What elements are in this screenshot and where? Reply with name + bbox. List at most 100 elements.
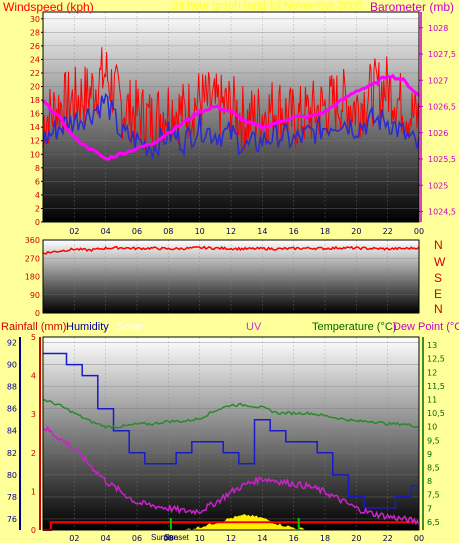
wind-ytick-label: 10	[30, 150, 40, 159]
wind-ytick-label: 18	[30, 96, 40, 105]
barometer-axis-label: Barometer (mb)	[370, 0, 455, 14]
plot1-frame	[42, 11, 420, 223]
wind-ytick-label: 6	[35, 177, 40, 186]
wind-ytick-label: 8	[35, 164, 40, 173]
direction-ytick-label: 0	[35, 309, 40, 318]
humidity-ytick-label: 86	[7, 405, 17, 414]
temperature-ytick-label: 7,5	[427, 491, 440, 500]
temperature-ytick-label: 6,5	[427, 518, 440, 527]
time-xtick-label: 20	[351, 534, 361, 543]
humidity-ytick-label: 76	[7, 515, 17, 524]
direction-ytick-label: 270	[25, 254, 40, 263]
time-xtick-label: 14	[257, 534, 267, 543]
rain-ytick-label: 2	[31, 449, 36, 458]
temperature-ytick-label: 12,5	[427, 355, 445, 364]
barometer-ytick-label: 1025	[428, 181, 448, 190]
time-xtick-label: 00	[414, 534, 424, 543]
sunrise-marker-label: Sunrise	[151, 533, 179, 542]
sunset-marker-label: Sunset	[164, 533, 189, 542]
temperature-ytick-label: 10,5	[427, 409, 445, 418]
barometer-ytick-label: 1024,5	[428, 208, 456, 217]
barometer-ytick-label: 1027	[428, 76, 448, 85]
compass-e: E	[434, 287, 443, 301]
wind-ytick-label: 4	[35, 191, 40, 200]
humidity-ytick-label: 88	[7, 383, 17, 392]
time-xtick-label: 10	[195, 227, 205, 236]
temperature-line	[42, 399, 419, 430]
humidity-ytick-label: 80	[7, 471, 17, 480]
humidity-axis-label: Humidity	[66, 321, 109, 333]
compass-w: W	[434, 255, 446, 269]
humidity-ytick-label: 90	[7, 361, 17, 370]
barometer-ytick-label: 1026	[428, 129, 448, 138]
plot3-frame	[42, 336, 420, 531]
time-xtick-label: 04	[101, 534, 111, 543]
time-xtick-label: 22	[383, 227, 393, 236]
wind-ytick-label: 16	[30, 110, 40, 119]
time-xtick-label: 06	[132, 227, 142, 236]
time-xtick-label: 22	[383, 534, 393, 543]
wind-average-line	[42, 92, 420, 159]
wind-ytick-label: 20	[30, 83, 40, 92]
plot2-frame	[42, 239, 420, 314]
time-xtick-label: 16	[289, 534, 299, 543]
barometer-line	[41, 73, 421, 162]
time-xtick-label: 10	[195, 534, 205, 543]
rain-ytick-label: 5	[31, 333, 36, 342]
temperature-axis-label: Temperature (°C)	[312, 321, 397, 333]
uv-axis-label: UV	[246, 321, 262, 333]
temperature-ytick-label: 8,5	[427, 463, 440, 472]
wind-ytick-label: 22	[30, 69, 40, 78]
time-xtick-label: 08	[163, 227, 173, 236]
time-xtick-label: 02	[69, 227, 79, 236]
compass-s: S	[434, 271, 443, 285]
wind-ytick-label: 26	[30, 42, 40, 51]
humidity-ytick-label: 78	[7, 493, 17, 502]
dewpoint-line	[42, 425, 420, 526]
temperature-ytick-label: 11	[427, 396, 437, 405]
barometer-ytick-label: 1027,5	[428, 50, 456, 59]
direction-ytick-label: 180	[25, 273, 40, 282]
direction-ytick-label: 90	[30, 291, 40, 300]
wind-ytick-label: 2	[35, 204, 40, 213]
temperature-ytick-label: 10	[427, 423, 437, 432]
windspeed-axis-label: Windspeed (kph)	[3, 0, 94, 14]
rain-ytick-label: 4	[31, 372, 36, 381]
humidity-ytick-label: 92	[7, 339, 17, 348]
wind-ytick-label: 30	[30, 15, 40, 24]
time-xtick-label: 12	[226, 534, 236, 543]
wind-ytick-label: 28	[30, 28, 40, 37]
time-xtick-label: 18	[320, 227, 330, 236]
rain-ytick-label: 1	[31, 487, 36, 496]
barometer-ytick-label: 1028	[428, 24, 448, 33]
wind-ytick-label: 12	[30, 137, 40, 146]
rain-ytick-label: 0	[31, 526, 36, 535]
temperature-ytick-label: 8	[427, 477, 432, 486]
rain-ytick-label: 3	[31, 410, 36, 419]
solar-axis-label: Solar	[117, 321, 143, 333]
dewpoint-axis-label: Dew Point (°C)	[393, 321, 459, 333]
temperature-ytick-label: 9	[427, 450, 432, 459]
time-xtick-label: 16	[289, 227, 299, 236]
wind-ytick-label: 14	[30, 123, 40, 132]
temperature-ytick-label: 9,5	[427, 436, 440, 445]
humidity-ytick-label: 82	[7, 449, 17, 458]
time-xtick-label: 08	[163, 534, 173, 543]
temperature-ytick-label: 13	[427, 341, 437, 350]
compass-n-bottom: N	[434, 302, 443, 316]
temperature-ytick-label: 12	[427, 368, 437, 377]
humidity-line	[43, 352, 419, 509]
time-xtick-label: 04	[101, 227, 111, 236]
humidity-ytick-label: 84	[7, 427, 17, 436]
compass-n-top: N	[434, 238, 443, 252]
temperature-ytick-label: 11,5	[427, 382, 445, 391]
time-xtick-label: 12	[226, 227, 236, 236]
direction-ytick-label: 360	[25, 236, 40, 245]
wind-ytick-label: 0	[35, 218, 40, 227]
wind-direction-line	[42, 245, 420, 255]
time-xtick-label: 02	[69, 534, 79, 543]
time-xtick-label: 06	[132, 534, 142, 543]
temperature-ytick-label: 7	[427, 504, 432, 513]
time-xtick-label: 00	[414, 227, 424, 236]
